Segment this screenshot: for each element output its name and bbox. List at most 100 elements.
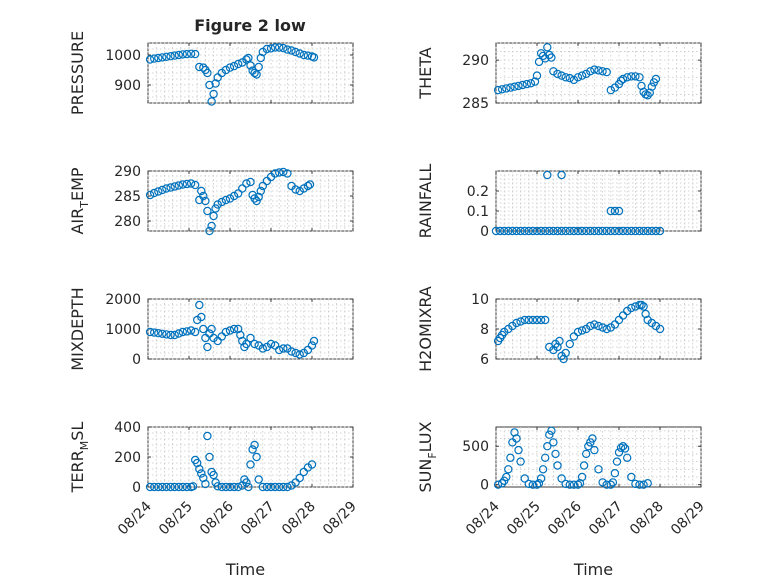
data-point bbox=[195, 464, 204, 474]
data-point bbox=[643, 479, 652, 488]
data-point bbox=[291, 348, 300, 358]
data-point bbox=[233, 59, 243, 69]
data-point bbox=[565, 339, 575, 349]
data-point bbox=[174, 50, 183, 60]
x-tick-label: 08/27 bbox=[586, 499, 626, 539]
data-point bbox=[244, 53, 253, 63]
data-point bbox=[162, 330, 171, 339]
series-h2omixra bbox=[493, 300, 665, 364]
data-point bbox=[647, 226, 657, 236]
data-point bbox=[190, 49, 200, 59]
y-axis-label: RAINFALL bbox=[416, 164, 435, 239]
data-point bbox=[565, 73, 575, 83]
data-point bbox=[158, 482, 167, 492]
data-point bbox=[557, 474, 566, 483]
data-point bbox=[573, 327, 583, 337]
data-point bbox=[512, 434, 521, 443]
data-point bbox=[236, 330, 245, 340]
y-tick-label: 0 bbox=[132, 352, 141, 368]
data-point bbox=[197, 312, 206, 322]
data-point bbox=[557, 226, 566, 236]
data-point bbox=[639, 226, 648, 236]
series-air_temp bbox=[145, 167, 315, 236]
panel-sun_flux: 0 500 08/24 08/25 08/26 08/27 08/28 08/29 SUNFLU… bbox=[416, 421, 708, 579]
data-point bbox=[651, 74, 661, 84]
y-tick-label: 1000 bbox=[105, 322, 141, 338]
data-point bbox=[145, 190, 155, 200]
y-tick-label: 285 bbox=[114, 189, 141, 205]
data-point bbox=[145, 327, 155, 337]
data-point bbox=[565, 226, 575, 236]
data-point bbox=[598, 67, 607, 76]
data-point bbox=[608, 478, 618, 487]
x-tick-label: 08/25 bbox=[504, 499, 544, 539]
data-point bbox=[493, 480, 503, 489]
figure-title: Figure 2 low bbox=[194, 16, 306, 35]
data-point bbox=[174, 482, 183, 492]
x-tick-label: 08/26 bbox=[197, 498, 237, 538]
data-point bbox=[512, 226, 521, 236]
data-point bbox=[178, 50, 187, 59]
data-point bbox=[522, 79, 532, 89]
data-point bbox=[528, 480, 538, 489]
data-point bbox=[590, 445, 599, 455]
y-tick-label: 290 bbox=[114, 164, 141, 180]
data-point bbox=[162, 184, 171, 193]
data-point bbox=[520, 315, 529, 325]
data-point bbox=[186, 49, 196, 59]
data-point bbox=[186, 326, 196, 335]
data-point bbox=[543, 43, 552, 52]
data-point bbox=[182, 179, 192, 189]
y-axis-label: SUNFLUX bbox=[416, 421, 439, 492]
data-point bbox=[502, 472, 511, 482]
data-point bbox=[174, 181, 183, 190]
data-point bbox=[266, 482, 276, 492]
data-point bbox=[573, 73, 583, 82]
data-point bbox=[573, 226, 583, 236]
data-point bbox=[309, 53, 319, 62]
panel-theta: 285 290 THETA bbox=[416, 42, 702, 112]
data-point bbox=[205, 80, 214, 90]
data-point bbox=[543, 170, 552, 180]
y-tick-label: 500 bbox=[462, 439, 489, 455]
data-point bbox=[207, 324, 216, 334]
data-point bbox=[586, 321, 595, 331]
data-point bbox=[166, 330, 175, 340]
data-point bbox=[565, 480, 575, 489]
data-point bbox=[213, 482, 222, 491]
data-point bbox=[203, 431, 212, 441]
data-point bbox=[149, 482, 159, 492]
y-tick-label: 400 bbox=[114, 420, 141, 436]
data-point bbox=[217, 482, 226, 492]
panel-h2omixra: 6 8 10 H2OMIXRA bbox=[416, 286, 702, 372]
data-point bbox=[569, 75, 579, 85]
data-point bbox=[262, 44, 272, 54]
x-axis-label: Time bbox=[225, 560, 265, 579]
data-point bbox=[199, 191, 208, 201]
data-point bbox=[555, 336, 564, 346]
data-point bbox=[631, 72, 640, 81]
data-point bbox=[557, 170, 566, 180]
x-tick-label: 08/28 bbox=[627, 499, 667, 539]
data-point bbox=[238, 184, 247, 193]
data-point bbox=[547, 426, 556, 435]
data-point bbox=[610, 469, 620, 478]
data-point bbox=[553, 69, 562, 79]
x-tick-label: 08/24 bbox=[463, 498, 503, 538]
x-axis-label: Time bbox=[573, 560, 613, 579]
data-point bbox=[145, 482, 155, 492]
data-point bbox=[307, 460, 317, 469]
data-point bbox=[618, 74, 628, 84]
data-point bbox=[254, 475, 263, 484]
y-axis-label: PRESSURE bbox=[68, 31, 87, 115]
data-point bbox=[287, 347, 296, 356]
data-point bbox=[594, 226, 603, 236]
data-point bbox=[242, 478, 251, 487]
data-point bbox=[536, 226, 546, 236]
y-axis-label: THETA bbox=[416, 47, 435, 99]
data-point bbox=[190, 180, 200, 190]
series-pressure bbox=[145, 43, 319, 106]
data-point bbox=[303, 181, 313, 191]
data-point bbox=[229, 324, 239, 334]
